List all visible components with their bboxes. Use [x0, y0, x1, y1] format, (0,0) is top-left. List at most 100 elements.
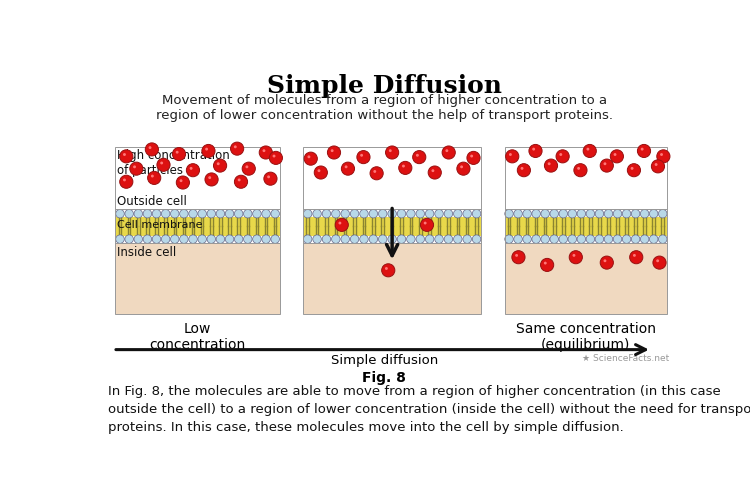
Circle shape — [262, 149, 266, 152]
Circle shape — [406, 235, 416, 244]
Circle shape — [207, 235, 215, 244]
Circle shape — [632, 235, 640, 244]
Circle shape — [328, 146, 340, 159]
Circle shape — [148, 171, 160, 184]
Circle shape — [509, 153, 512, 156]
Circle shape — [260, 146, 272, 159]
Circle shape — [577, 235, 586, 244]
Circle shape — [658, 235, 667, 244]
Circle shape — [568, 235, 577, 244]
Circle shape — [242, 162, 255, 175]
Circle shape — [308, 155, 310, 158]
Circle shape — [586, 235, 595, 244]
Text: Simple Diffusion: Simple Diffusion — [267, 74, 502, 98]
Circle shape — [638, 144, 650, 158]
Circle shape — [207, 209, 215, 218]
Circle shape — [431, 169, 434, 172]
Circle shape — [209, 176, 212, 179]
Circle shape — [454, 235, 462, 244]
Circle shape — [655, 163, 658, 166]
Circle shape — [416, 209, 424, 218]
Circle shape — [146, 143, 158, 156]
Circle shape — [518, 163, 530, 177]
Circle shape — [134, 209, 142, 218]
Circle shape — [658, 209, 667, 218]
Circle shape — [172, 147, 185, 161]
Circle shape — [560, 153, 562, 156]
Circle shape — [388, 235, 397, 244]
Circle shape — [161, 209, 170, 218]
Circle shape — [550, 235, 559, 244]
Circle shape — [640, 209, 649, 218]
Circle shape — [264, 172, 277, 185]
Bar — [303, 244, 482, 314]
Circle shape — [541, 209, 550, 218]
Circle shape — [189, 235, 197, 244]
Circle shape — [604, 163, 607, 165]
Text: Cell membrane: Cell membrane — [117, 220, 202, 230]
Circle shape — [472, 209, 481, 218]
Circle shape — [604, 235, 613, 244]
Text: Movement of molecules from a region of higher concentration to a
region of lower: Movement of molecules from a region of h… — [156, 94, 613, 122]
Circle shape — [532, 148, 535, 151]
Circle shape — [198, 235, 206, 244]
Circle shape — [421, 218, 434, 231]
Bar — [505, 209, 668, 244]
Circle shape — [428, 166, 441, 179]
Circle shape — [216, 235, 225, 244]
Circle shape — [157, 158, 170, 171]
Circle shape — [379, 209, 387, 218]
Circle shape — [640, 148, 644, 151]
Circle shape — [506, 150, 519, 163]
Circle shape — [416, 154, 419, 157]
Circle shape — [574, 163, 587, 177]
Circle shape — [406, 209, 416, 218]
Circle shape — [225, 209, 234, 218]
Circle shape — [202, 144, 215, 158]
Bar — [116, 244, 280, 314]
Circle shape — [272, 155, 275, 158]
Circle shape — [584, 144, 596, 158]
Circle shape — [244, 235, 252, 244]
Circle shape — [399, 162, 412, 174]
Circle shape — [632, 209, 640, 218]
Bar — [303, 209, 482, 244]
Circle shape — [317, 169, 320, 172]
Circle shape — [271, 235, 280, 244]
Bar — [505, 244, 668, 314]
Circle shape — [180, 235, 188, 244]
Circle shape — [604, 209, 613, 218]
Circle shape — [269, 151, 283, 164]
Circle shape — [313, 209, 321, 218]
Circle shape — [388, 209, 397, 218]
Circle shape — [515, 254, 518, 257]
Circle shape — [657, 150, 670, 163]
Circle shape — [656, 259, 659, 262]
Circle shape — [151, 175, 154, 178]
Circle shape — [335, 218, 348, 231]
Circle shape — [596, 209, 604, 218]
Circle shape — [442, 146, 455, 159]
Circle shape — [467, 151, 480, 164]
Circle shape — [341, 209, 350, 218]
Circle shape — [314, 166, 328, 179]
Circle shape — [271, 209, 280, 218]
Text: Outside cell: Outside cell — [117, 195, 187, 208]
Circle shape — [398, 235, 406, 244]
Circle shape — [512, 251, 525, 264]
Circle shape — [544, 262, 547, 264]
Bar — [505, 147, 668, 209]
Circle shape — [262, 209, 270, 218]
Text: Simple diffusion: Simple diffusion — [331, 354, 438, 367]
Circle shape — [143, 209, 152, 218]
Circle shape — [505, 235, 513, 244]
Circle shape — [559, 209, 568, 218]
Circle shape — [176, 176, 190, 189]
Circle shape — [370, 167, 383, 180]
Circle shape — [267, 175, 270, 178]
Circle shape — [238, 179, 241, 182]
Circle shape — [600, 256, 613, 269]
Bar — [116, 147, 280, 209]
Circle shape — [152, 209, 160, 218]
Circle shape — [225, 235, 234, 244]
